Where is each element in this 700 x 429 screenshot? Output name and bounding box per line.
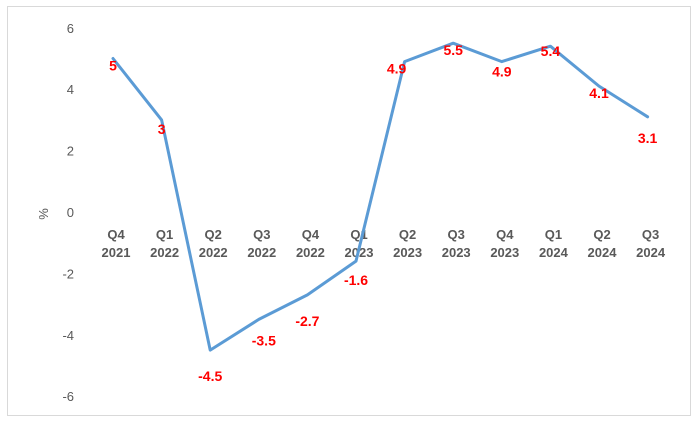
y-tick-label: -6	[62, 389, 74, 404]
data-label: 4.9	[387, 61, 407, 77]
y-tick-label: -4	[62, 328, 74, 343]
data-labels: 5 3 -4.5 -3.5 -2.7 -1.6 4.9 5.5 4.9 5.4 4.1 3.1	[109, 42, 657, 384]
x-tick-label: Q1 2024	[539, 227, 569, 260]
data-label: 3.1	[638, 130, 658, 146]
x-tick-label: Q4 2023	[490, 227, 519, 260]
x-tick-label: Q4 2022	[296, 227, 325, 260]
data-label: -2.7	[295, 313, 319, 329]
data-label: 4.9	[492, 64, 512, 80]
x-tick-label: Q3 2024	[636, 227, 666, 260]
x-tick-label: Q1 2022	[150, 227, 179, 260]
x-tick-label: Q2 2024	[588, 227, 618, 260]
x-tick-label: Q3 2022	[247, 227, 276, 260]
data-label: -1.6	[344, 272, 368, 288]
x-tick-label: Q3 2023	[442, 227, 471, 260]
data-label: 5	[109, 58, 117, 74]
data-label: 5.5	[443, 42, 463, 58]
y-axis-ticks: -6 -4 -2 0 2 4 6	[62, 21, 74, 404]
data-label: 4.1	[589, 85, 609, 101]
x-tick-label: Q2 2022	[199, 227, 228, 260]
x-tick-label: Q4 2021	[102, 227, 131, 260]
data-label: -4.5	[198, 368, 222, 384]
data-label: 5.4	[541, 43, 561, 59]
y-tick-label: 2	[67, 144, 74, 159]
chart-frame	[7, 6, 691, 416]
series-line	[111, 41, 650, 352]
data-label: 3	[158, 121, 166, 137]
y-tick-label: -2	[62, 266, 74, 281]
data-label: -3.5	[252, 332, 276, 348]
y-tick-label: 0	[67, 205, 74, 220]
y-tick-label: 6	[67, 21, 74, 36]
y-tick-label: 4	[67, 82, 74, 97]
y-axis-label: %	[36, 208, 51, 220]
x-tick-label: Q2 2023	[393, 227, 422, 260]
